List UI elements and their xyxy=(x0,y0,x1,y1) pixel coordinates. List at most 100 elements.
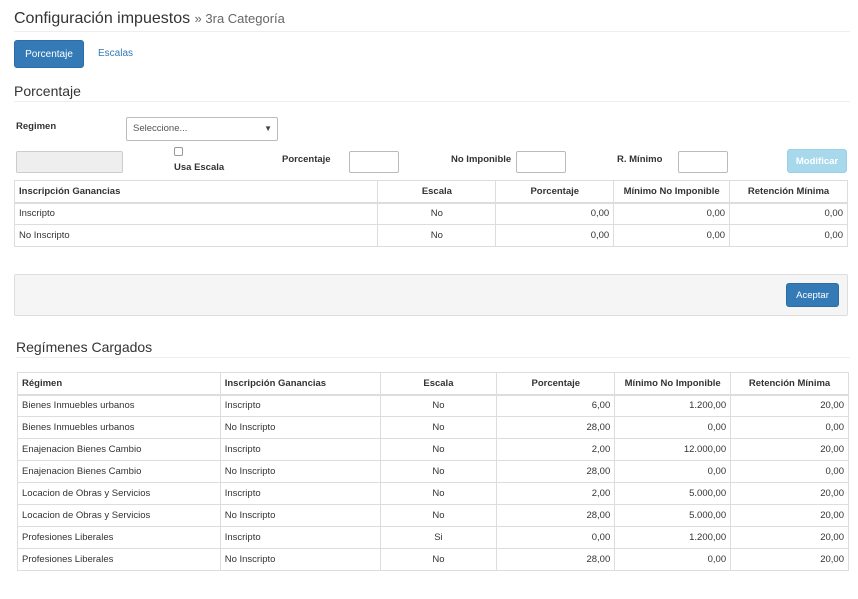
modificar-button[interactable]: Modificar xyxy=(787,149,847,173)
usa-escala-label: Usa Escala xyxy=(174,162,225,173)
table-cell: 1.200,00 xyxy=(614,394,732,417)
table-cell: Inscripto xyxy=(219,526,381,549)
table-cell: 28,00 xyxy=(496,460,616,483)
table-cell: No xyxy=(377,202,497,225)
table-row[interactable]: Enajenacion Bienes Cambio Inscripto No 2,00… xyxy=(17,438,849,461)
column-header: Régimen xyxy=(17,372,221,395)
table-cell: Enajenacion Bienes Cambio xyxy=(17,438,221,461)
regimen-select-value: Seleccione... xyxy=(133,123,188,134)
table-cell: 20,00 xyxy=(730,438,849,461)
table-row[interactable]: Enajenacion Bienes Cambio No Inscripto No 2… xyxy=(17,460,849,483)
table-cell: 5.000,00 xyxy=(614,482,732,505)
table-cell: 1.200,00 xyxy=(614,526,732,549)
table-cell: No Inscripto xyxy=(219,504,381,527)
table-cell: 6,00 xyxy=(496,394,616,417)
inscripcion-table: Inscripción Ganancias Escala Porcentaje … xyxy=(13,180,848,247)
table-cell: 0,00 xyxy=(730,460,849,483)
column-header: Porcentaje xyxy=(496,372,616,395)
table-cell: 20,00 xyxy=(730,504,849,527)
table-row[interactable]: Bienes Inmuebles urbanos No Inscripto No 28… xyxy=(17,416,849,439)
table-cell: 28,00 xyxy=(496,548,616,571)
table-header-row: Inscripción Ganancias Escala Porcentaje … xyxy=(13,180,848,203)
table-cell: Inscripto xyxy=(219,438,381,461)
no-imponible-input[interactable] xyxy=(516,151,566,173)
table-cell: Si xyxy=(379,526,498,549)
table-cell: Profesiones Liberales xyxy=(17,548,221,571)
tab-porcentaje[interactable]: Porcentaje xyxy=(14,40,84,68)
no-imponible-label: No Imponible xyxy=(451,154,512,165)
tab-escalas[interactable]: Escalas xyxy=(98,48,134,59)
aceptar-button[interactable]: Aceptar xyxy=(786,283,839,307)
table-cell: 0,00 xyxy=(730,416,849,439)
table-cell: No xyxy=(379,438,498,461)
table-cell: 2,00 xyxy=(496,438,616,461)
section-title-regimenes: Regímenes Cargados xyxy=(16,339,850,358)
table-row[interactable]: Profesiones Liberales Inscripto Si 0,00 1.20… xyxy=(17,526,849,549)
table-row[interactable]: Inscripto No 0,00 0,00 0,00 xyxy=(13,202,848,225)
section-title-porcentaje: Porcentaje xyxy=(14,83,850,102)
table-cell: 20,00 xyxy=(730,394,849,417)
table-cell: Inscripto xyxy=(219,482,381,505)
chevron-down-icon: ▼ xyxy=(264,124,272,133)
table-cell: 0,00 xyxy=(729,224,848,247)
porcentaje-input[interactable] xyxy=(349,151,399,173)
r-minimo-label: R. Mínimo xyxy=(617,154,663,165)
table-cell: 28,00 xyxy=(496,416,616,439)
table-cell: 0,00 xyxy=(614,460,732,483)
table-row[interactable]: Locacion de Obras y Servicios No Inscript… xyxy=(17,504,849,527)
column-header: Inscripción Ganancias xyxy=(13,180,379,203)
page-title: Configuración impuestos » 3ra Categoría xyxy=(14,10,285,27)
table-cell: No xyxy=(377,224,497,247)
table-row[interactable]: Locacion de Obras y Servicios Inscripto No… xyxy=(17,482,849,505)
table-cell: No xyxy=(379,394,498,417)
table-cell: No xyxy=(379,504,498,527)
regimenes-table: Régimen Inscripción Ganancias Escala Por… xyxy=(17,372,849,571)
column-header: Escala xyxy=(379,372,498,395)
regimen-select[interactable]: Seleccione... ▼ xyxy=(126,117,278,141)
porcentaje-label: Porcentaje xyxy=(282,154,331,165)
table-cell: 0,00 xyxy=(496,526,616,549)
table-cell: 0,00 xyxy=(613,224,731,247)
table-cell: Profesiones Liberales xyxy=(17,526,221,549)
table-row[interactable]: No Inscripto No 0,00 0,00 0,00 xyxy=(13,224,848,247)
table-row[interactable]: Profesiones Liberales No Inscripto No 28,00… xyxy=(17,548,849,571)
column-header: Escala xyxy=(377,180,497,203)
table-cell: 0,00 xyxy=(729,202,848,225)
table-cell: Bienes Inmuebles urbanos xyxy=(17,416,221,439)
page-title-text: Configuración impuestos xyxy=(14,10,191,27)
usa-escala-checkbox[interactable] xyxy=(174,147,183,156)
table-cell: 20,00 xyxy=(730,526,849,549)
table-cell: No Inscripto xyxy=(13,224,379,247)
table-cell: No xyxy=(379,548,498,571)
table-cell: No xyxy=(379,460,498,483)
table-cell: 0,00 xyxy=(614,416,732,439)
table-cell: No xyxy=(379,416,498,439)
table-cell: 20,00 xyxy=(730,548,849,571)
table-cell: 2,00 xyxy=(496,482,616,505)
column-header: Mínimo No Imponible xyxy=(614,372,732,395)
page-header: Configuración impuestos » 3ra Categoría xyxy=(14,10,850,32)
table-cell: Locacion de Obras y Servicios xyxy=(17,482,221,505)
table-header-row: Régimen Inscripción Ganancias Escala Por… xyxy=(17,372,849,395)
form-footer-panel xyxy=(14,274,848,316)
table-cell: No Inscripto xyxy=(219,460,381,483)
table-cell: 0,00 xyxy=(495,202,615,225)
table-cell: Locacion de Obras y Servicios xyxy=(17,504,221,527)
table-cell: 12.000,00 xyxy=(614,438,732,461)
table-cell: No xyxy=(379,482,498,505)
column-header: Retención Mínima xyxy=(729,180,848,203)
table-row[interactable]: Bienes Inmuebles urbanos Inscripto No 6,00 1… xyxy=(17,394,849,417)
table-cell: No Inscripto xyxy=(219,416,381,439)
table-cell: 28,00 xyxy=(496,504,616,527)
table-cell: Inscripto xyxy=(219,394,381,417)
table-cell: 5.000,00 xyxy=(614,504,732,527)
r-minimo-input[interactable] xyxy=(678,151,728,173)
table-cell: 20,00 xyxy=(730,482,849,505)
regimen-code-field xyxy=(16,151,123,173)
table-cell: 0,00 xyxy=(613,202,731,225)
table-cell: No Inscripto xyxy=(219,548,381,571)
table-cell: Inscripto xyxy=(13,202,379,225)
tabs: Porcentaje Escalas xyxy=(14,40,145,69)
regimen-label: Regimen xyxy=(16,121,57,132)
column-header: Porcentaje xyxy=(495,180,615,203)
